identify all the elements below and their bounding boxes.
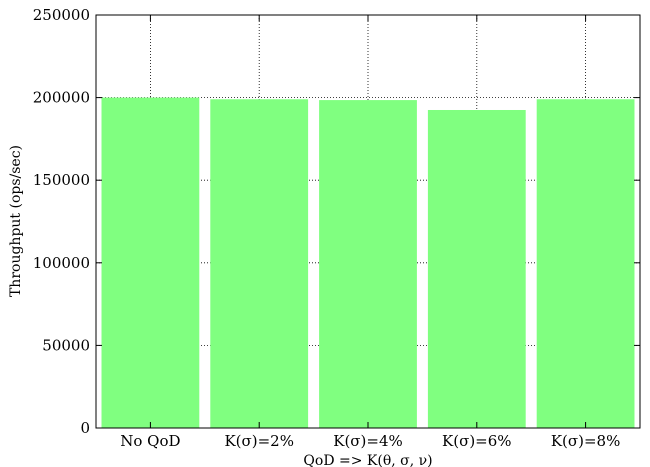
bar-1 <box>210 99 309 428</box>
x-axis-title: QoD => K(θ, σ, ν) <box>303 453 432 467</box>
y-tick-label: 100000 <box>33 254 90 272</box>
x-category-labels: No QoD K(σ)=2% K(σ)=4% K(σ)=6% K(σ)=8% <box>120 432 620 450</box>
y-tick-label: 150000 <box>33 171 90 189</box>
x-category-label: K(σ)=6% <box>442 432 512 450</box>
bar-3 <box>427 109 526 429</box>
x-category-label: K(σ)=4% <box>333 432 403 450</box>
y-tick-label: 200000 <box>33 89 90 107</box>
bars <box>101 97 635 429</box>
bar-4 <box>536 99 635 428</box>
y-tick-label: 250000 <box>33 6 90 24</box>
y-tick-label: 0 <box>80 419 90 437</box>
x-category-label: No QoD <box>120 432 180 450</box>
y-tick-labels: 0 50000 100000 150000 200000 250000 <box>33 6 90 437</box>
x-category-label: K(σ)=8% <box>551 432 621 450</box>
x-category-label: K(σ)=2% <box>224 432 294 450</box>
plot-frame <box>95 14 641 429</box>
y-axis-title: Throughput (ops/sec) <box>8 145 24 297</box>
bar-0 <box>101 97 200 428</box>
y-tick-label: 50000 <box>42 336 90 354</box>
bar-2 <box>319 100 417 428</box>
